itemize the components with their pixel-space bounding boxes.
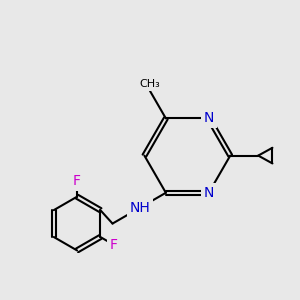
Text: N: N [204, 111, 214, 125]
Text: NH: NH [130, 201, 150, 215]
Text: F: F [73, 174, 81, 188]
Text: F: F [110, 238, 118, 252]
Text: CH₃: CH₃ [140, 79, 160, 89]
Text: N: N [204, 186, 214, 200]
